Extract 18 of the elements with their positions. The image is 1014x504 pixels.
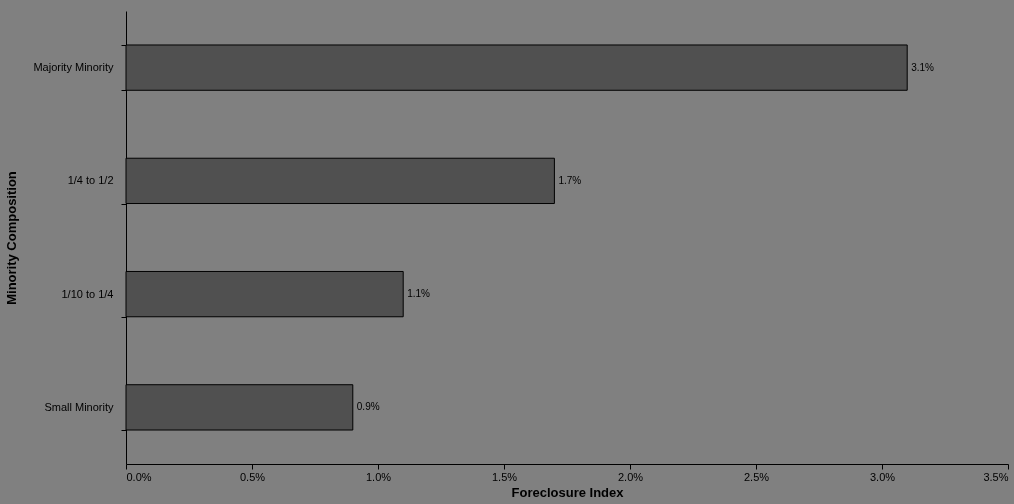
- x-tick-label: 2.5%: [743, 470, 770, 483]
- y-tick-label: Majority Minority: [33, 61, 114, 74]
- y-tick-label: Small Minority: [44, 400, 114, 413]
- data-label: 0.9%: [356, 401, 380, 413]
- y-axis-title: Minority Composition: [4, 171, 20, 305]
- x-axis-title: Foreclosure Index: [511, 484, 625, 500]
- data-label: 3.1%: [911, 61, 935, 73]
- x-tick-label: 0.0%: [126, 470, 152, 483]
- x-tick-label: 3.5%: [983, 470, 1009, 483]
- data-label: 1.1%: [407, 288, 431, 300]
- x-tick-label: 1.0%: [365, 470, 392, 483]
- x-tick-label: 2.0%: [617, 470, 644, 483]
- data-label: 1.7%: [558, 174, 582, 186]
- y-tick-label: 1/10 to 1/4: [61, 287, 114, 300]
- x-tick-label: 3.0%: [869, 470, 896, 483]
- y-tick-label: 1/4 to 1/2: [67, 174, 114, 187]
- x-tick-label: 1.5%: [491, 470, 518, 483]
- x-tick-label: 0.5%: [239, 470, 266, 483]
